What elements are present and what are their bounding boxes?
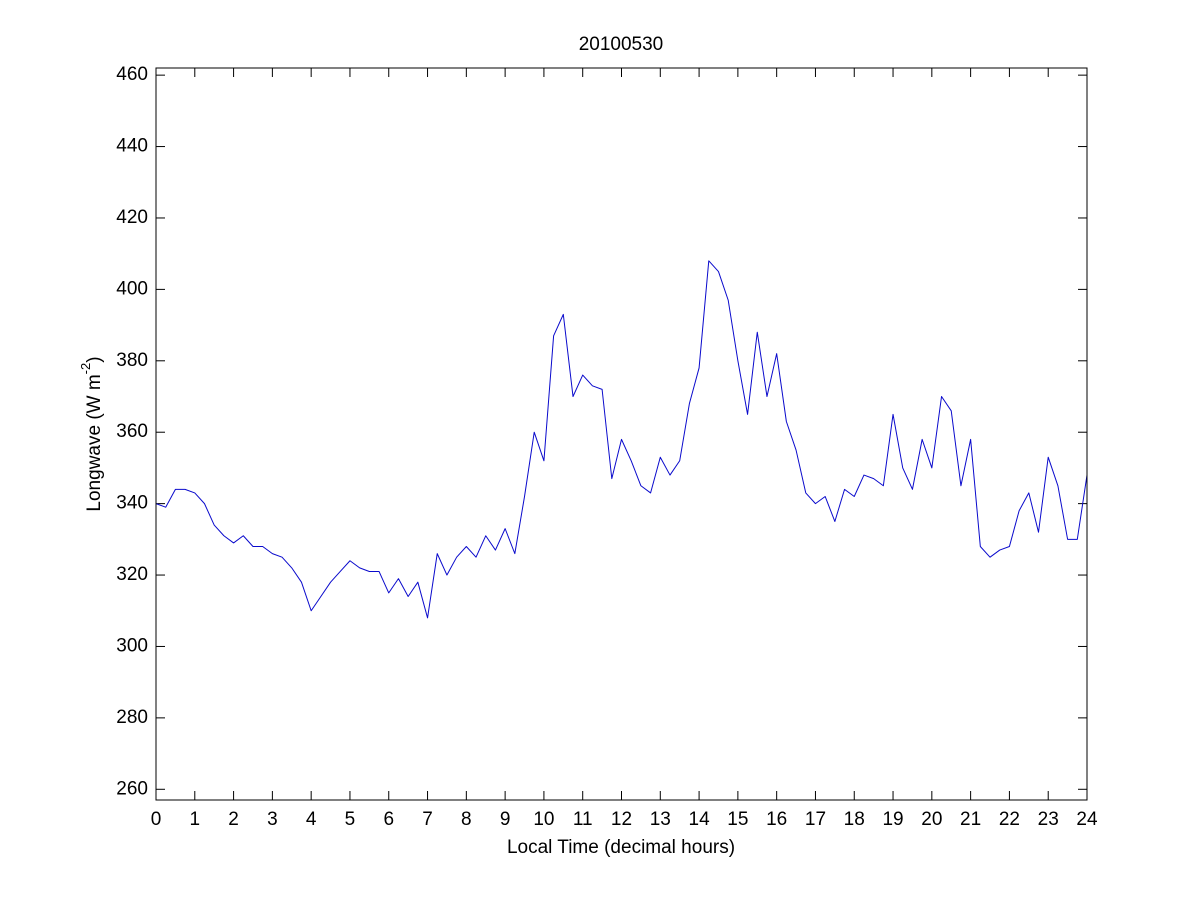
chart-title: 20100530	[579, 34, 664, 55]
x-tick-label: 7	[422, 809, 433, 830]
x-tick-label: 15	[727, 809, 748, 830]
y-tick-label: 360	[116, 421, 148, 442]
x-tick-label: 21	[960, 809, 981, 830]
x-tick-label: 0	[151, 809, 162, 830]
y-tick-label: 460	[116, 64, 148, 85]
x-tick-label: 16	[766, 809, 787, 830]
x-tick-label: 10	[533, 809, 554, 830]
x-tick-label: 13	[650, 809, 671, 830]
y-tick-label: 300	[116, 635, 148, 656]
y-tick-label: 400	[116, 278, 148, 299]
y-tick-label: 280	[116, 707, 148, 728]
x-tick-label: 20	[921, 809, 942, 830]
y-label-text: Longwave (W m	[84, 374, 105, 511]
x-tick-label: 11	[573, 809, 593, 830]
x-tick-label: 8	[461, 809, 472, 830]
x-tick-label: 2	[228, 809, 239, 830]
x-tick-label: 19	[882, 809, 903, 830]
x-tick-label: 22	[999, 809, 1020, 830]
x-tick-label: 5	[345, 809, 356, 830]
x-tick-label: 1	[190, 809, 201, 830]
x-tick-label: 18	[844, 809, 865, 830]
y-tick-label: 380	[116, 350, 148, 371]
x-tick-label: 14	[689, 809, 711, 830]
y-tick-label: 420	[116, 207, 148, 228]
y-tick-label: 260	[116, 778, 148, 799]
x-tick-label: 17	[805, 809, 826, 830]
x-tick-label: 6	[383, 809, 394, 830]
x-tick-label: 23	[1038, 809, 1059, 830]
x-tick-label: 12	[611, 809, 632, 830]
y-label-exponent: -2	[78, 363, 93, 375]
x-tick-label: 24	[1076, 809, 1098, 830]
y-axis-label: Longwave (W m-2)	[78, 356, 105, 511]
y-tick-label: 440	[116, 136, 148, 157]
plot-frame	[155, 67, 1088, 801]
x-tick-label: 4	[306, 809, 317, 830]
x-tick-label: 3	[267, 809, 278, 830]
y-tick-label: 340	[116, 493, 148, 514]
x-axis-label: Local Time (decimal hours)	[507, 837, 735, 858]
y-tick-label: 320	[116, 564, 148, 585]
x-tick-label: 9	[500, 809, 511, 830]
y-label-end: )	[84, 356, 105, 362]
data-line	[155, 260, 1088, 619]
